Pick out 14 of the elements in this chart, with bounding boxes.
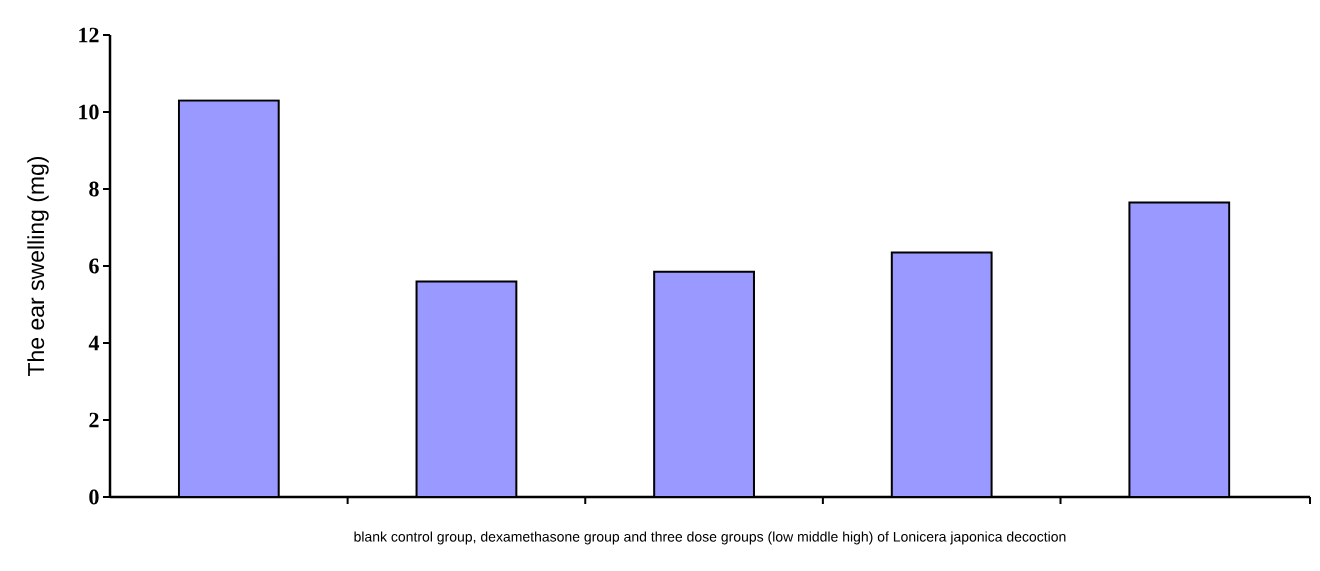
y-tick-label: 2 — [89, 412, 99, 428]
bar — [415, 280, 518, 497]
y-tick-label: 12 — [79, 27, 99, 43]
y-tick-label: 6 — [89, 258, 99, 274]
y-tick-label: 8 — [89, 181, 99, 197]
y-tick-label: 4 — [88, 335, 100, 351]
bar — [890, 251, 993, 497]
y-axis-title: The ear swelling (mg) — [27, 156, 49, 377]
bar — [653, 270, 755, 497]
y-tick-label: 10 — [79, 104, 99, 120]
y-tick-label: 0 — [89, 489, 99, 505]
bar — [1128, 201, 1231, 497]
x-axis-title: blank control group, dexamethasone group and three dose groups (low middle high) of Lonicera japonica decoction — [354, 531, 1066, 545]
bar — [177, 99, 280, 497]
